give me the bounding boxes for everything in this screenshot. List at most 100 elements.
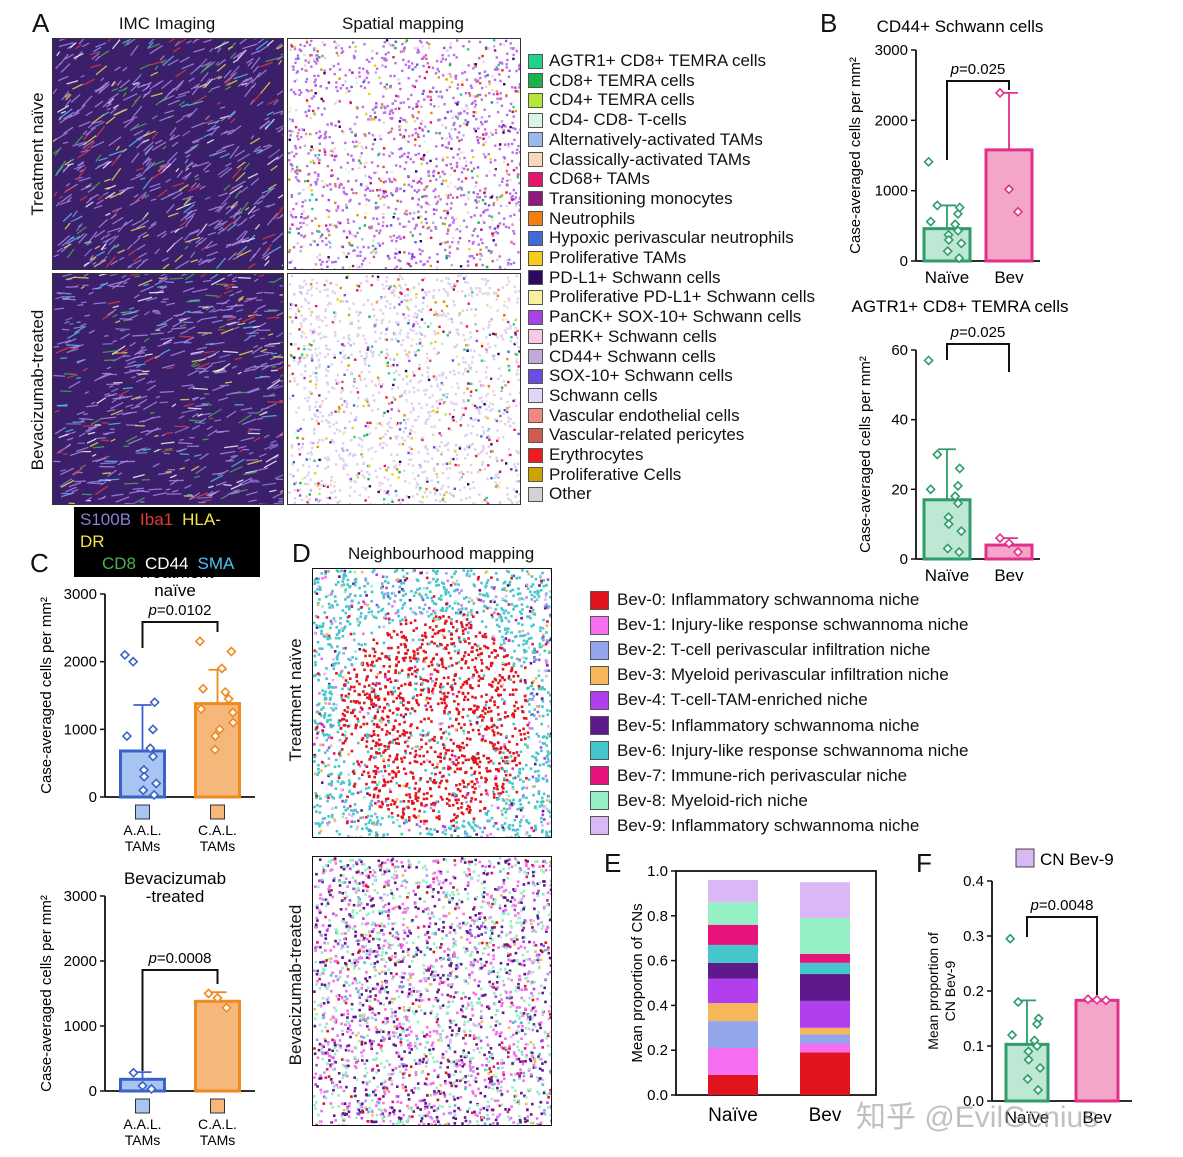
data-point xyxy=(1006,1029,1018,1041)
data-point xyxy=(221,1002,232,1013)
chart-b2: AGTR1+ CD8+ TEMRA cells 0 20 40 60 Case-avera… xyxy=(852,297,1069,585)
data-point xyxy=(147,724,159,735)
legend-swatch xyxy=(528,73,543,89)
legend-swatch xyxy=(528,112,543,128)
stacked-segment xyxy=(708,944,758,963)
p-value-label: p=0.025 xyxy=(950,324,1006,341)
data-point xyxy=(139,771,150,782)
significance-bracket xyxy=(141,621,219,648)
chart-f: 0.0 0.1 0.2 0.3 0.4 Mean proportion ofCN Bev-… xyxy=(925,848,1132,1127)
panel-letter-f: F xyxy=(916,848,932,878)
cell-type-legend-item: CD68+ TAMs xyxy=(528,169,650,189)
data-point xyxy=(212,992,223,1004)
y-axis-label: Case-averaged cells per mm² xyxy=(38,895,55,1092)
channel-label: S100B xyxy=(80,510,132,529)
data-point xyxy=(145,743,156,754)
data-point xyxy=(226,646,237,657)
niche-legend-item: Bev-4: T-cell-TAM-enriched niche xyxy=(590,690,868,710)
legend-swatch xyxy=(590,791,609,811)
legend-label: Bev-6: Injury-like response schwannoma n… xyxy=(617,740,969,760)
legend-swatch xyxy=(528,447,543,463)
legend-swatch xyxy=(528,486,543,502)
chart-title: naïve xyxy=(154,581,196,600)
data-point xyxy=(1012,546,1024,558)
cell-type-legend-item: CD8+ TEMRA cells xyxy=(528,71,695,91)
cell-type-legend-item: Alternatively-activated TAMs xyxy=(528,130,763,150)
niche-legend-item: Bev-1: Injury-like response schwannoma n… xyxy=(590,615,969,635)
x-tick-label: Bev xyxy=(1082,1108,1112,1127)
legend-label: CD68+ TAMs xyxy=(549,169,650,189)
legend-label: Proliferative Cells xyxy=(549,464,682,484)
stacked-segment xyxy=(708,1003,758,1022)
data-point xyxy=(220,686,231,698)
stacked-segment xyxy=(800,1043,850,1053)
channel-label: HLA-DR xyxy=(80,510,221,551)
y-tick-label: 20 xyxy=(891,481,908,498)
legend-label: pERK+ Schwann cells xyxy=(549,326,717,346)
stacked-segment xyxy=(800,1034,850,1044)
y-tick-label: 0.4 xyxy=(647,997,668,1014)
legend-label: SOX-10+ Schwann cells xyxy=(549,366,733,386)
data-point xyxy=(1013,996,1024,1008)
y-tick-label: 60 xyxy=(891,342,908,359)
data-point xyxy=(943,234,954,246)
cell-type-legend-item: AGTR1+ CD8+ TEMRA cells xyxy=(528,51,766,71)
cell-type-legend-item: Neutrophils xyxy=(528,209,635,229)
legend-label: PD-L1+ Schwann cells xyxy=(549,267,721,287)
y-axis-label: Mean proportion of CNs xyxy=(629,903,646,1062)
data-point xyxy=(194,636,206,647)
data-point xyxy=(210,730,221,742)
x-tick-label: Bev xyxy=(809,1105,842,1126)
stacked-segment xyxy=(708,924,758,945)
stacked-segment xyxy=(800,974,850,1001)
cell-type-legend-item: Proliferative PD-L1+ Schwann cells xyxy=(528,287,815,307)
data-point xyxy=(1012,206,1024,217)
chart-title: CD44+ Schwann cells xyxy=(877,17,1044,36)
x-tick-label: Bev xyxy=(994,268,1024,287)
data-point xyxy=(121,730,133,742)
legend-swatch xyxy=(528,191,543,207)
stacked-segment xyxy=(800,1052,850,1095)
niche-legend-item: Bev-7: Immune-rich perivascular niche xyxy=(590,766,907,786)
data-point xyxy=(994,532,1006,544)
x-tick-label: C.A.L. xyxy=(198,1116,237,1132)
y-tick-label: 3000 xyxy=(875,42,908,59)
data-point xyxy=(952,480,964,491)
stacked-segment xyxy=(800,918,850,954)
legend-label: Neutrophils xyxy=(549,208,635,228)
panel-letter-c: C xyxy=(30,548,49,578)
y-tick-label: 40 xyxy=(891,412,908,429)
legend-swatch xyxy=(528,467,543,483)
legend-swatch xyxy=(528,211,543,227)
y-tick-label: 0 xyxy=(900,551,908,568)
data-point xyxy=(954,546,965,558)
legend-swatch xyxy=(590,766,609,786)
data-point xyxy=(1022,1073,1033,1085)
data-point xyxy=(1100,995,1112,1006)
spatial-mapping-header: Spatial mapping xyxy=(342,14,464,33)
data-point xyxy=(209,744,221,755)
y-axis-label: Mean proportion ofCN Bev-9 xyxy=(925,932,958,1050)
legend-swatch xyxy=(528,289,543,305)
legend-label: CD44+ Schwann cells xyxy=(549,346,716,366)
legend-label: Proliferative PD-L1+ Schwann cells xyxy=(549,287,815,307)
cell-type-legend-item: pERK+ Schwann cells xyxy=(528,327,717,347)
niche-legend-item: Bev-0: Inflammatory schwannoma niche xyxy=(590,590,919,610)
legend-swatch xyxy=(528,270,543,286)
imc-imaging-header: IMC Imaging xyxy=(118,14,216,33)
cell-type-legend-item: SOX-10+ Schwann cells xyxy=(528,366,733,386)
x-tick-label: Naïve xyxy=(708,1105,758,1126)
stacked-segment xyxy=(708,879,758,903)
bar xyxy=(1074,998,1120,1103)
x-tick-label: Naïve xyxy=(1005,1108,1049,1127)
niche-legend-item: Bev-6: Injury-like response schwannoma n… xyxy=(590,741,969,761)
category-swatch xyxy=(135,804,150,820)
cell-type-legend-item: PanCK+ SOX-10+ Schwann cells xyxy=(528,307,801,327)
bar xyxy=(119,749,166,799)
spatial-map-bev xyxy=(287,273,521,505)
stacked-segment xyxy=(800,882,850,919)
data-point xyxy=(216,663,227,674)
data-point xyxy=(943,519,954,530)
legend-label: Schwann cells xyxy=(549,385,658,405)
